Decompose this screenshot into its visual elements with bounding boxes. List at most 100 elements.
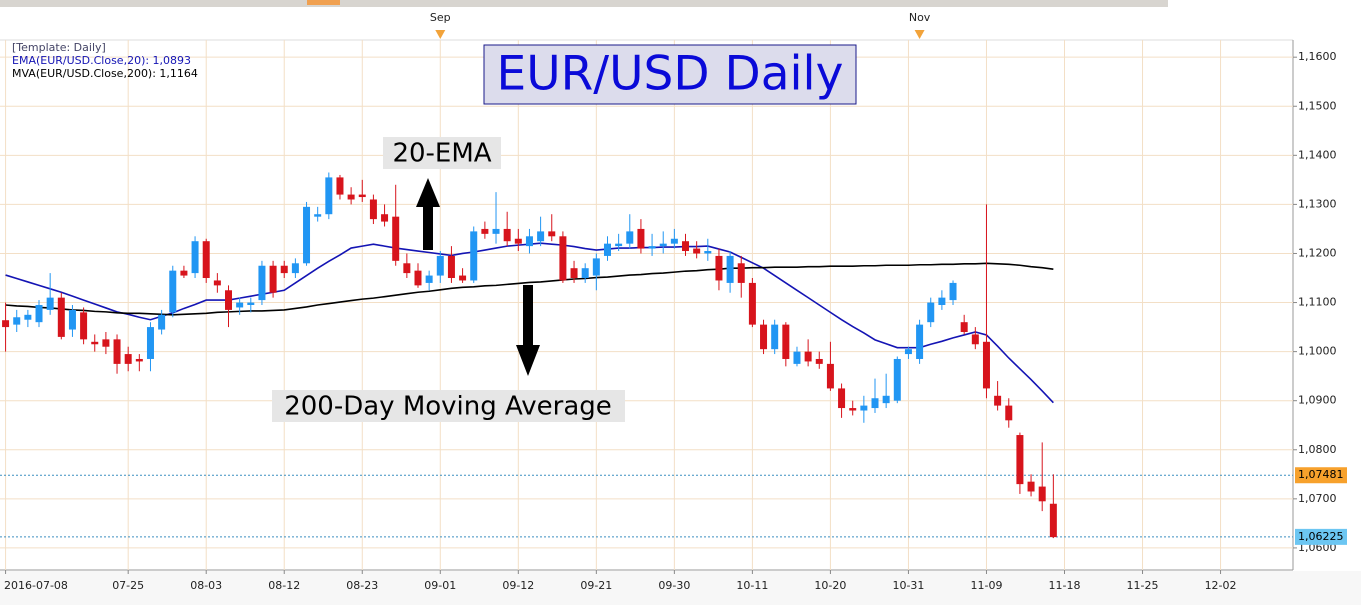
arrow-down [516, 285, 540, 376]
candle-body [269, 265, 277, 293]
candle-body [158, 314, 166, 330]
candle-body [492, 228, 500, 234]
price-tag [1295, 467, 1347, 484]
x-tick-label: 09-30 [658, 579, 690, 592]
candle-body [927, 302, 935, 323]
candle-body [726, 255, 734, 283]
candle-body [648, 246, 656, 249]
x-tick-label: 10-31 [892, 579, 924, 592]
marks [2, 172, 1057, 539]
candle-body [291, 263, 299, 274]
candle-body [760, 324, 768, 350]
price-tag-label: 1,06225 [1298, 530, 1344, 543]
candle-body [637, 228, 645, 249]
annotation: 200-Day Moving Average [284, 392, 612, 422]
candle-body [414, 270, 422, 286]
candle-body [960, 322, 968, 332]
candle-body [146, 327, 154, 359]
annotation: 20-EMA [392, 139, 491, 169]
month-label: Sep [430, 11, 451, 24]
candle-body [860, 405, 868, 411]
candle-body [57, 297, 65, 337]
candle-body [13, 317, 21, 325]
month-marker [435, 30, 446, 39]
x-tick-label: 09-21 [580, 579, 612, 592]
x-tick-label: 11-18 [1049, 579, 1081, 592]
candle-body [280, 265, 288, 274]
candle-body [1005, 405, 1013, 421]
candle-body [403, 263, 411, 274]
candle-body [1038, 486, 1046, 502]
candle-body [381, 214, 389, 222]
bottom-axis [0, 571, 1361, 605]
candle-body [68, 309, 76, 330]
y-tick-label: 1,0800 [1298, 443, 1337, 456]
grid [0, 40, 1297, 574]
candle-body [771, 324, 779, 350]
x-tick-label: 09-01 [424, 579, 456, 592]
candle-body [213, 280, 221, 286]
labels: 1,06001,07001,08001,09001,10001,11001,12… [4, 11, 1347, 592]
arrow-up [416, 178, 440, 250]
candle-body [982, 341, 990, 389]
candle-body [592, 258, 600, 276]
candle-body [124, 354, 132, 364]
candle-body [180, 270, 188, 276]
candle-body [782, 324, 790, 359]
candle-body [893, 358, 901, 401]
candle-body [91, 341, 99, 345]
candle-body [938, 297, 946, 305]
candle-body [236, 302, 244, 308]
candle-body [392, 216, 400, 261]
title-box [483, 44, 857, 105]
price-tag [1295, 528, 1347, 545]
candle-body [693, 248, 701, 254]
candle-body [1027, 481, 1035, 492]
top-scrollbar [0, 0, 1168, 7]
candle-body [737, 263, 745, 283]
candle-body [436, 255, 444, 276]
price-tag-label: 1,07481 [1298, 468, 1344, 481]
candle-body [971, 334, 979, 345]
candle-body [102, 339, 110, 347]
candle-body [314, 214, 322, 217]
y-tick-label: 1,1100 [1298, 296, 1337, 309]
x-tick-label: 10-11 [736, 579, 768, 592]
y-tick-label: 1,1600 [1298, 50, 1337, 63]
legend-entry: EMA(EUR/USD.Close,20): 1,0893 [12, 54, 191, 67]
candle-body [838, 388, 846, 409]
candle-body [871, 398, 879, 409]
candle-body [514, 238, 522, 244]
x-tick-label: 12-02 [1205, 579, 1237, 592]
annotation-box [272, 390, 625, 422]
y-tick-label: 1,1400 [1298, 148, 1337, 161]
candle-body [169, 270, 177, 313]
candle-body [659, 243, 667, 247]
x-tick-label: 2016-07-08 [4, 579, 68, 592]
x-tick-label: 11-09 [970, 579, 1002, 592]
y-tick-label: 1,1300 [1298, 197, 1337, 210]
candle-body [804, 351, 812, 362]
candle-body [882, 395, 890, 404]
candle-body [537, 231, 545, 242]
candle-body [24, 314, 32, 320]
candle-body [425, 275, 433, 283]
candle-body [682, 241, 690, 252]
candle-body [670, 238, 678, 244]
candle-body [225, 290, 233, 310]
candle-body [202, 241, 210, 279]
candle-body [2, 320, 10, 328]
candle-body [135, 358, 143, 362]
candle-body [994, 395, 1002, 406]
y-tick-label: 1,1000 [1298, 345, 1337, 358]
candle-body [325, 177, 333, 215]
candle-body [336, 177, 344, 195]
candle-body [1049, 503, 1057, 538]
candle-body [704, 251, 712, 254]
candle-body [916, 324, 924, 359]
candle-body [626, 231, 634, 244]
legend-entry: MVA(EUR/USD.Close,200): 1,1164 [12, 67, 198, 80]
scroll-thumb [307, 0, 340, 5]
